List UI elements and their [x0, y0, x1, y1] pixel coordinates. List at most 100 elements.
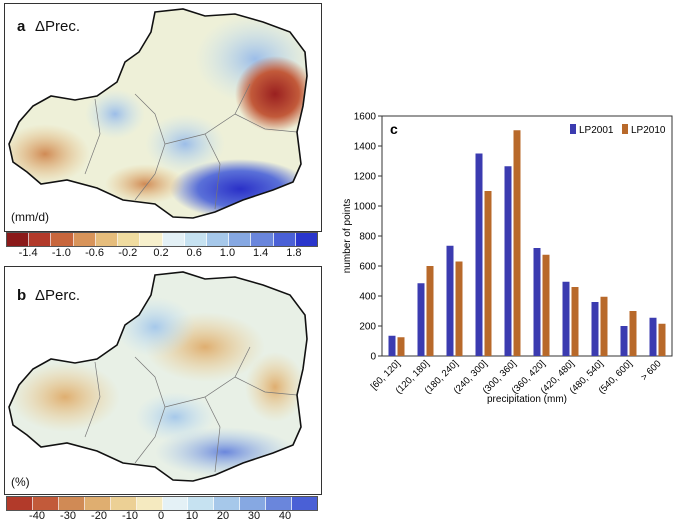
legend-label-lp2001: LP2001 [579, 125, 614, 136]
y-tick-label: 600 [359, 262, 376, 273]
panel-b-colorbar-swatch [58, 497, 85, 510]
panel-b-unit: (%) [11, 475, 30, 489]
panel-a-colorbar-swatch [51, 233, 74, 246]
bar-lp2010 [629, 311, 637, 356]
panel-b-letter: b [17, 287, 27, 304]
bar-lp2001 [591, 302, 599, 356]
panel-a-colorbar-swatch [251, 233, 274, 246]
panel-b-colorbar-swatch [110, 497, 137, 510]
y-axis-ticks: 0 200 400 600 800 1000 1200 1400 1600 [354, 112, 382, 363]
percolation-change-map [8, 271, 308, 482]
y-tick-label: 800 [359, 232, 376, 243]
panel-a-colorbar-tick-label: -1.4 [18, 247, 38, 259]
panel-a-colorbar-tick-label: -0.2 [118, 247, 138, 259]
bar-lp2001 [649, 317, 657, 356]
panel-b-colorbar-tick-label: 10 [185, 510, 199, 522]
legend: LP2001 LP2010 [570, 124, 666, 136]
precipitation-change-map [8, 8, 308, 219]
bar-lp2001 [475, 153, 483, 356]
panel-b-colorbar-swatch [136, 497, 163, 510]
panel-b-colorbar-tick-label: -30 [60, 510, 76, 522]
panel-a-colorbar-swatch [7, 233, 30, 246]
bar-lp2010 [455, 261, 463, 356]
bar-lp2001 [446, 245, 454, 356]
bar-lp2010 [426, 266, 434, 356]
panel-b-colorbar-swatch [292, 497, 318, 510]
panel-a-colorbar-tick-label: -0.6 [85, 247, 105, 259]
panel-c-letter: c [390, 121, 398, 137]
panel-a-colorbar-swatch [273, 233, 296, 246]
x-axis-ticks: [60, 120](120, 180](180, 240](240, 300](… [369, 358, 664, 396]
panel-a-colorbar-ticks: -1.4 -1.0 -0.6 -0.2 0.2 0.6 1.0 1.4 1.8 [6, 247, 316, 261]
precipitation-histogram: 0 200 400 600 800 1000 1200 1400 1600 [60, 120](… [342, 112, 673, 404]
y-tick-label: 1000 [354, 202, 377, 213]
panel-a-colorbar-swatch [29, 233, 52, 246]
y-tick-label: 1400 [354, 142, 377, 153]
panel-a-colorbar-tick-label: 1.4 [252, 247, 269, 259]
panel-a-title: ΔPrec. [35, 18, 81, 35]
panel-b-colorbar-swatch [162, 497, 189, 510]
panel-a-unit: (mm/d) [11, 210, 49, 224]
panel-b-colorbar-swatch [214, 497, 241, 510]
panel-b-colorbar-swatch [32, 497, 59, 510]
panel-a-colorbar-swatch [229, 233, 252, 246]
y-axis-label: number of points [342, 199, 353, 274]
panel-b-colorbar-tick-label: 0 [157, 510, 165, 522]
y-tick-label: 0 [370, 352, 376, 363]
map-panel-a: a ΔPrec. (mm/d) [4, 3, 322, 232]
panel-a-colorbar-swatch [184, 233, 207, 246]
y-tick-label: 200 [359, 322, 376, 333]
panel-a-colorbar-swatch [295, 233, 318, 246]
panel-b-colorbar [6, 496, 318, 511]
panel-b-colorbar-tick-label: 30 [247, 510, 261, 522]
panel-a-colorbar-tick-label: 1.0 [219, 247, 236, 259]
panel-b-colorbar-ticks: -40 -30 -20 -10 0 10 20 30 40 [6, 510, 316, 524]
x-tick-label: > 600 [639, 358, 664, 383]
legend-swatch-lp2010 [622, 124, 628, 134]
panel-b-colorbar-swatch [188, 497, 215, 510]
y-tick-label: 400 [359, 292, 376, 303]
panel-b-title: ΔPerc. [35, 287, 81, 304]
bar-lp2010 [658, 323, 666, 356]
panel-a-colorbar-swatch [140, 233, 163, 246]
panel-b-colorbar-tick-label: -20 [91, 510, 107, 522]
panel-a-colorbar-swatch [73, 233, 96, 246]
panel-a-colorbar-swatch [95, 233, 119, 246]
bar-lp2001 [388, 335, 396, 356]
panel-b-colorbar-tick-label: 20 [216, 510, 230, 522]
bar-lp2001 [533, 248, 541, 356]
y-tick-label: 1200 [354, 172, 377, 183]
plot-frame [381, 115, 673, 357]
legend-swatch-lp2001 [570, 124, 576, 134]
panel-b-colorbar-tick-label: 40 [278, 510, 292, 522]
panel-a-colorbar-swatch [206, 233, 230, 246]
bar-lp2010 [397, 337, 405, 356]
panel-a-colorbar-tick-label: -1.0 [51, 247, 71, 259]
bar-lp2001 [504, 166, 512, 356]
y-tick-label: 1600 [354, 112, 377, 123]
bar-lp2010 [600, 296, 608, 356]
bar-lp2010 [542, 254, 550, 356]
bar-lp2001 [562, 281, 570, 356]
bar-lp2010 [484, 191, 492, 356]
x-axis-label: precipitation (mm) [487, 394, 567, 404]
bar-lp2010 [513, 130, 521, 356]
panel-a-colorbar-tick-label: 1.8 [286, 247, 302, 259]
bar-lp2001 [417, 283, 425, 356]
panel-b-colorbar-tick-label: -40 [29, 510, 45, 522]
panel-b-colorbar-tick-label: -10 [122, 510, 138, 522]
legend-label-lp2010: LP2010 [631, 125, 666, 136]
panel-a-colorbar-tick-label: 0.2 [153, 247, 169, 259]
panel-b-colorbar-swatch [84, 497, 111, 510]
panel-b-colorbar-swatch [7, 497, 33, 510]
bar-lp2001 [620, 326, 628, 356]
panel-a-colorbar-swatch [162, 233, 185, 246]
panel-b-colorbar-swatch [240, 497, 267, 510]
panel-a-letter: a [17, 18, 26, 35]
bar-lp2010 [571, 287, 579, 356]
panel-a-colorbar-tick-label: 0.6 [186, 247, 202, 259]
panel-a-colorbar [6, 232, 318, 247]
bars [388, 130, 666, 356]
panel-a-colorbar-swatch [118, 233, 141, 246]
panel-b-colorbar-swatch [266, 497, 293, 510]
